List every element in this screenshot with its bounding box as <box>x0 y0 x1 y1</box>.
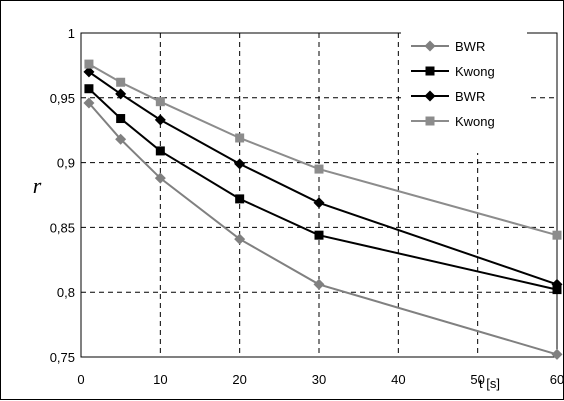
data-point <box>314 164 324 174</box>
legend-marker <box>425 116 435 126</box>
data-point <box>116 77 126 87</box>
y-axis-label: r <box>33 173 42 198</box>
legend-item: BWR <box>411 89 485 104</box>
data-point <box>116 114 126 124</box>
legend-label: Kwong <box>455 64 495 79</box>
tick-layer: 0 10 20 30 40 50 60 0,75 0,8 0,85 0,9 0,95 1 <box>50 26 564 387</box>
data-point <box>551 278 563 290</box>
y-tick-label: 0,8 <box>57 285 75 300</box>
data-point <box>234 233 246 245</box>
legend-marker <box>424 40 436 52</box>
data-point <box>84 59 94 69</box>
series-3 <box>83 66 563 290</box>
data-point <box>154 172 166 184</box>
legend-label: BWR <box>455 89 485 104</box>
x-tick-label: 50 <box>470 372 484 387</box>
y-tick-label: 0,75 <box>50 350 75 365</box>
data-point <box>115 88 127 100</box>
y-tick-label: 0,85 <box>50 220 75 235</box>
data-point <box>84 84 94 94</box>
data-point <box>314 230 324 240</box>
x-axis-label: t [s] <box>479 376 500 391</box>
legend-label: BWR <box>455 39 485 54</box>
x-tick-label: 0 <box>77 372 84 387</box>
y-tick-label: 0,9 <box>57 156 75 171</box>
data-point <box>313 197 325 209</box>
x-tick-label: 10 <box>153 372 167 387</box>
legend-item: Kwong <box>411 64 495 79</box>
legend-background <box>401 29 527 153</box>
y-tick-label: 1 <box>68 26 75 41</box>
legend-label: Kwong <box>455 114 495 129</box>
x-tick-label: 60 <box>550 372 564 387</box>
series-4 <box>84 59 562 240</box>
x-tick-label: 30 <box>312 372 326 387</box>
data-point <box>313 278 325 290</box>
y-tick-label: 0,95 <box>50 91 75 106</box>
data-point <box>235 194 245 204</box>
data-point <box>83 66 95 78</box>
legend: BWR Kwong BWR Kwong <box>401 29 527 153</box>
series-layer <box>83 59 563 360</box>
series-line <box>88 102 558 356</box>
x-tick-label: 40 <box>391 372 405 387</box>
data-point <box>115 133 127 145</box>
data-point <box>83 97 95 109</box>
data-point <box>552 230 562 240</box>
plot-area <box>80 32 558 358</box>
legend-item: Kwong <box>411 114 495 129</box>
legend-marker <box>425 66 435 76</box>
data-point <box>551 348 563 360</box>
series-1 <box>83 97 563 360</box>
series-line <box>88 63 558 237</box>
legend-marker <box>424 90 436 102</box>
data-point <box>235 133 245 143</box>
series-line <box>88 71 558 286</box>
grid-layer <box>81 33 557 357</box>
data-point <box>154 114 166 126</box>
data-point <box>234 158 246 170</box>
legend-item: BWR <box>411 39 485 54</box>
data-point <box>155 146 165 156</box>
x-tick-label: 20 <box>232 372 246 387</box>
data-point <box>155 97 165 107</box>
series-line <box>88 87 558 291</box>
